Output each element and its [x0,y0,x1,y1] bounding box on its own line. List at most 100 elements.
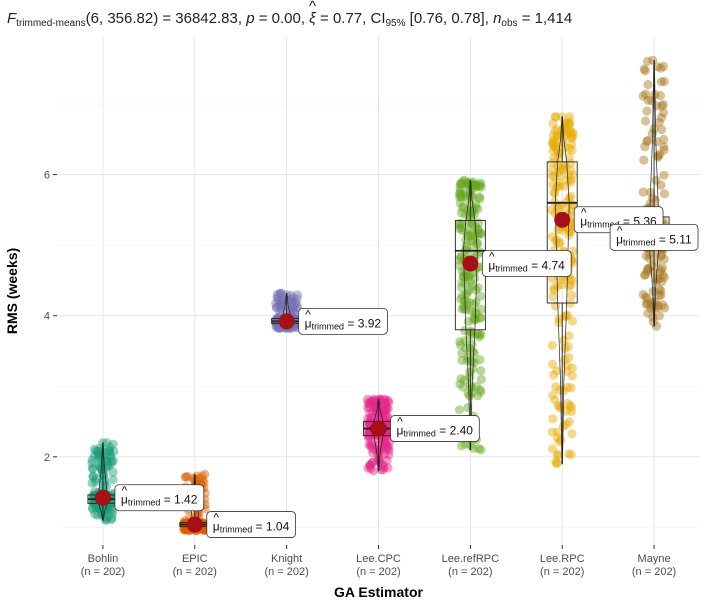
mean-label: μtrimmed = 5.11^ [609,223,699,251]
data-point [103,461,114,472]
data-point [564,352,574,363]
data-point [656,286,666,296]
data-point [567,145,577,155]
data-point [363,394,373,404]
data-point [363,403,373,413]
data-point [460,175,470,185]
data-point [564,117,574,127]
data-point [463,402,473,413]
data-point [638,187,648,197]
data-point [547,232,557,242]
mean-point [370,420,387,437]
data-point [368,394,378,404]
data-point [659,76,669,87]
data-point [557,280,567,290]
data-point [549,283,559,293]
data-point [567,133,577,143]
data-point [454,405,465,415]
data-point [653,151,663,161]
data-point [644,253,655,263]
data-point [292,294,302,304]
data-point [475,194,485,204]
data-point [474,329,485,339]
data-point [566,165,576,176]
data-point [659,189,670,199]
data-point [381,405,391,415]
x-axis-title: GA Estimator [334,584,423,600]
data-point [650,195,660,205]
y-tick-label: 2 [44,452,50,464]
data-point [275,289,285,299]
x-tick-n-label: (n = 202) [448,566,492,578]
data-point [465,277,476,287]
data-point [108,439,118,449]
data-point [640,270,651,280]
data-point [476,445,486,455]
data-point [456,282,466,292]
data-point [562,130,572,140]
data-point [271,303,281,313]
data-point [383,404,393,414]
data-point [643,263,653,274]
data-point [548,131,558,141]
data-point [462,193,473,203]
data-point [642,136,652,146]
x-tick-n-label: (n = 202) [81,566,125,578]
data-point [383,396,393,406]
data-point [109,446,119,457]
data-point [88,471,98,481]
mean-label-text: μtrimmed = 3.92 [305,316,382,331]
data-point [364,431,374,441]
data-point [455,255,465,265]
data-point [566,158,576,168]
mean-label-box [609,223,699,251]
data-point [381,398,391,408]
data-point [467,281,477,291]
data-point [380,441,390,451]
data-point [547,171,558,181]
data-point [366,438,376,449]
data-point [658,61,669,71]
mean-label: μtrimmed = 3.92^ [298,307,388,335]
data-point [563,342,574,352]
data-point [470,273,480,283]
data-point [475,180,485,190]
data-point [643,95,653,105]
data-point [567,132,577,142]
data-point [550,143,560,153]
data-point [550,112,560,122]
data-point [384,397,394,407]
data-point [462,180,472,190]
data-point [549,153,559,163]
data-point [566,383,576,393]
data-point [553,131,563,141]
data-point [553,181,563,191]
data-point [179,525,189,535]
data-point [476,304,486,315]
data-point [558,164,568,174]
data-point [469,177,479,187]
data-point [654,311,665,321]
data-point [652,137,662,147]
x-tick-label: Lee.RPC [540,553,585,565]
mean-label-box [390,415,480,442]
data-point [547,205,557,215]
data-point [476,387,486,397]
data-point [460,278,470,288]
data-point [556,435,566,445]
data-point [91,446,101,456]
data-point [639,155,649,165]
data-point [382,442,392,452]
mu-hat: ^ [213,511,219,525]
data-point [548,414,558,424]
data-point [550,126,560,136]
data-point [381,438,391,448]
data-point [460,375,470,385]
data-point [379,462,389,472]
mean-label-text: μtrimmed = 5.11 [616,232,692,247]
data-point [564,227,574,237]
data-point [652,276,662,286]
data-point [655,267,665,277]
data-point [88,464,98,474]
